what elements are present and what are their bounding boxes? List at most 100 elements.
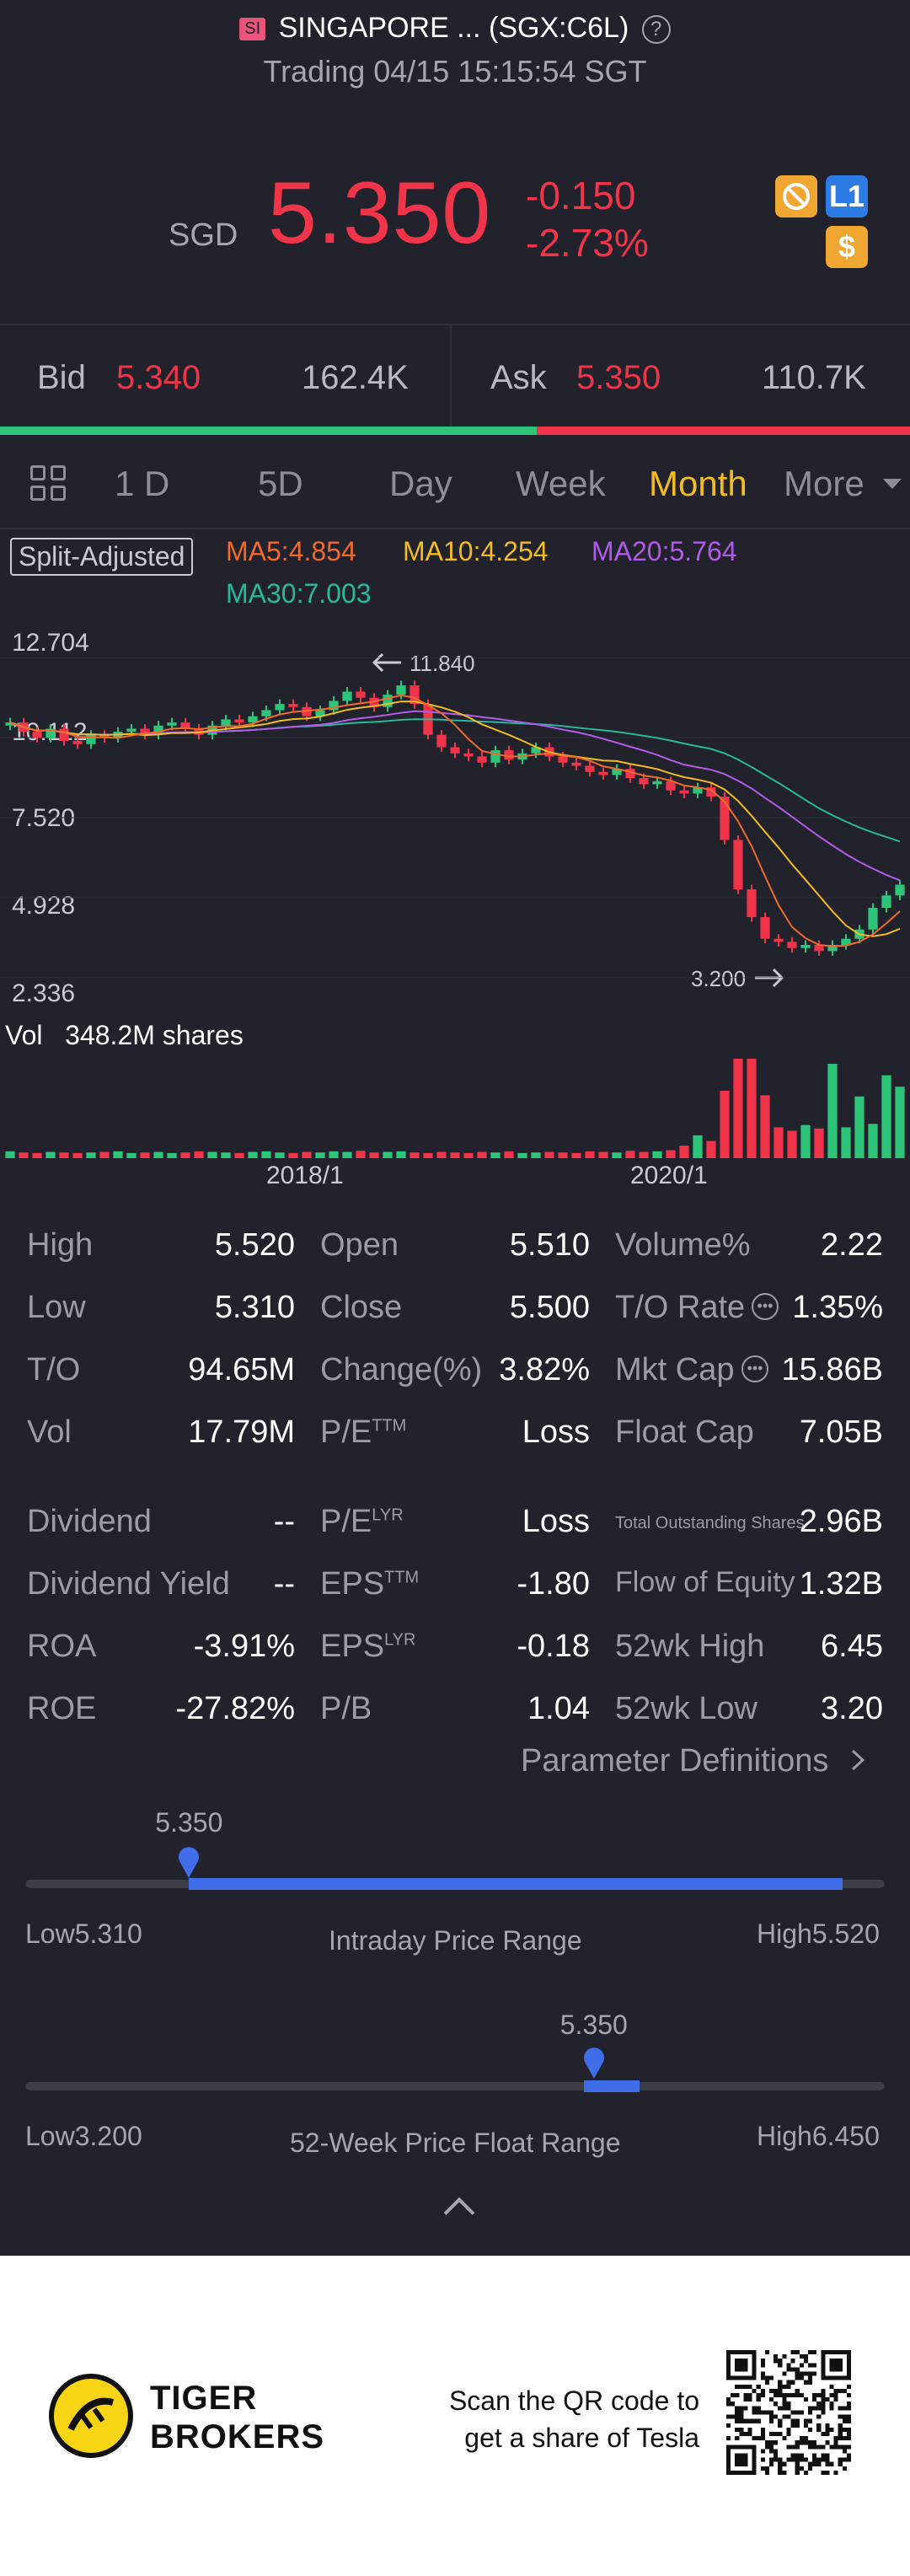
- stat-value: -1.80: [517, 1566, 590, 1602]
- volume-bar: [248, 1151, 258, 1158]
- change-value: -0.150: [526, 174, 636, 217]
- volume-bar: [868, 1124, 878, 1158]
- bid-label: Bid: [37, 359, 86, 396]
- candle-body: [814, 945, 824, 952]
- stat-value: 1.32B: [799, 1566, 883, 1602]
- candle-body: [868, 908, 878, 930]
- stat-label: Mkt Cap: [615, 1352, 735, 1387]
- candle-body: [126, 728, 136, 733]
- volume-bar: [86, 1152, 96, 1158]
- week52-track: [25, 2082, 885, 2090]
- stat-label: Volume%: [615, 1227, 751, 1263]
- chevron-down-icon[interactable]: [883, 477, 902, 491]
- split-adjusted-toggle[interactable]: Split-Adjusted: [10, 538, 194, 576]
- stat-value: 3.82%: [499, 1352, 590, 1387]
- level1-icon[interactable]: L1: [826, 175, 868, 217]
- max-price-label: 11.840: [410, 651, 475, 676]
- ma10-line: [9, 700, 901, 937]
- ma5-label: MA5:4.854: [226, 536, 356, 566]
- dollar-icon[interactable]: $: [826, 226, 868, 268]
- candle-body: [302, 706, 312, 716]
- stat-label: ROA: [27, 1629, 97, 1664]
- volume-bar: [800, 1124, 811, 1158]
- candlestick-chart[interactable]: [0, 657, 910, 978]
- candle-body: [99, 734, 110, 738]
- candle-body: [275, 704, 285, 711]
- stat-label: Dividend: [27, 1504, 152, 1539]
- candle-body: [234, 719, 244, 723]
- volume-bar: [571, 1152, 581, 1158]
- y-tick-label: 12.704: [12, 629, 89, 657]
- volume-bar: [329, 1151, 339, 1158]
- no-fee-icon[interactable]: [775, 175, 817, 217]
- brand-name: TIGER BROKERS: [150, 2379, 324, 2456]
- tab-day[interactable]: Day: [389, 464, 452, 503]
- tab-5d[interactable]: 5D: [258, 464, 303, 503]
- help-icon[interactable]: ?: [641, 15, 671, 44]
- volume-bar: [490, 1152, 500, 1158]
- tab-more[interactable]: More: [784, 464, 864, 503]
- stat-label: EPSLYR: [320, 1629, 415, 1665]
- stat-label: Flow of Equity: [615, 1566, 795, 1598]
- tab-1d[interactable]: 1 D: [115, 464, 170, 503]
- stat-value: --: [273, 1504, 295, 1539]
- candle-body: [59, 728, 69, 742]
- candle-body: [356, 691, 366, 698]
- candle-body: [167, 722, 177, 726]
- stat-value: 5.310: [214, 1290, 295, 1325]
- volume-bar: [463, 1152, 474, 1158]
- arrow-left-icon: [372, 652, 401, 673]
- volume-bar: [99, 1151, 110, 1158]
- volume-bar: [436, 1151, 447, 1158]
- stat-value: 5.520: [214, 1227, 295, 1263]
- tab-week[interactable]: Week: [516, 464, 606, 503]
- volume-bar: [774, 1127, 784, 1158]
- candle-body: [463, 753, 474, 757]
- candle-body: [841, 938, 851, 946]
- ttm-superscript: TTM: [372, 1416, 407, 1436]
- tiger-logo-icon: [49, 2374, 133, 2458]
- chevron-right-icon: [851, 1749, 865, 1771]
- stat-value: 5.510: [509, 1227, 590, 1263]
- volume-bar: [383, 1151, 393, 1158]
- stat-value: 94.65M: [188, 1352, 295, 1387]
- stat-label: Low: [27, 1290, 86, 1325]
- volume-bar: [59, 1152, 69, 1158]
- bid-ask-bar: Bid 5.340 162.4K Ask 5.350 110.7K: [0, 324, 910, 428]
- candle-body: [261, 710, 271, 716]
- stat-value: 17.79M: [188, 1414, 295, 1450]
- candle-body: [679, 790, 689, 794]
- candle-body: [490, 750, 500, 763]
- tab-month[interactable]: Month: [649, 464, 747, 503]
- stat-value: --: [273, 1566, 295, 1602]
- candle-body: [571, 762, 581, 766]
- stat-label: High: [27, 1227, 94, 1263]
- volume-bar: [19, 1152, 29, 1158]
- volume-bar: [140, 1152, 150, 1158]
- parameter-definitions-link[interactable]: Parameter Definitions: [521, 1743, 868, 1779]
- bid-price: 5.340: [116, 359, 201, 396]
- stat-value: 2.22: [821, 1227, 883, 1263]
- week52-marker-icon: [583, 2047, 604, 2079]
- volume-bar: [396, 1151, 406, 1158]
- ma30-label: MA30:7.003: [226, 578, 372, 609]
- ma10-label: MA10:4.254: [403, 536, 549, 566]
- chevron-up-icon[interactable]: [443, 2197, 475, 2229]
- change-percent: -2.73%: [526, 221, 649, 265]
- stat-label: 52wk High: [615, 1629, 765, 1664]
- more-info-icon[interactable]: •••: [752, 1293, 779, 1320]
- volume-bar: [423, 1152, 433, 1158]
- volume-chart[interactable]: [0, 1054, 910, 1160]
- intraday-current-value: 5.350: [155, 1807, 223, 1838]
- qr-code-icon[interactable]: [726, 2350, 851, 2475]
- volume-bar: [585, 1151, 595, 1158]
- stat-label-text: EPS: [320, 1566, 385, 1602]
- more-info-icon[interactable]: •••: [741, 1355, 768, 1382]
- lyr-superscript: LYR: [384, 1630, 416, 1650]
- intraday-high: High5.520: [757, 1919, 880, 1949]
- ask-size: 110.7K: [762, 359, 866, 396]
- volume-label: Vol: [5, 1020, 43, 1050]
- layout-grid-icon[interactable]: [30, 465, 67, 502]
- stock-title[interactable]: SI SINGAPORE ... (SGX:C6L) ?: [0, 12, 910, 45]
- stat-label: P/ETTM: [320, 1414, 406, 1451]
